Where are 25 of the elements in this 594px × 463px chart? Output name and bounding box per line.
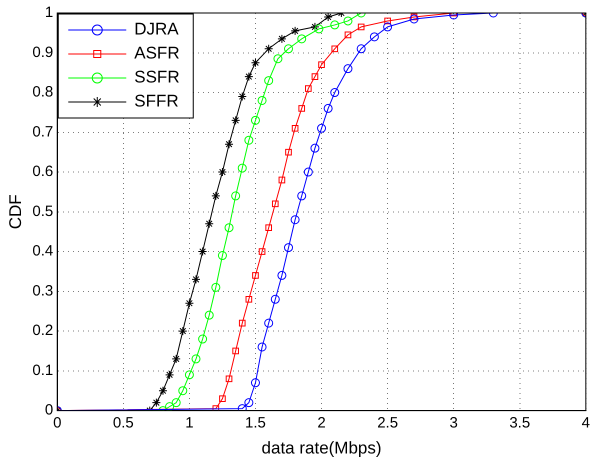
x-axis-title: data rate(Mbps) [262, 438, 382, 458]
legend-label: SFFR [134, 92, 179, 111]
legend-label: ASFR [134, 44, 180, 63]
y-tick-label: 0.4 [32, 242, 54, 260]
legend-label: DJRA [134, 20, 180, 39]
x-tick-label: 2.5 [377, 414, 398, 432]
y-tick-label: 0.9 [32, 44, 54, 61]
y-tick-label: 1 [44, 4, 54, 22]
y-tick-label: 0.1 [32, 362, 54, 379]
x-tick-label: 0.5 [112, 414, 134, 432]
x-tick-label: 4 [582, 414, 590, 432]
x-tick-label: 2 [317, 414, 326, 432]
x-tick-label: 3.5 [509, 414, 530, 432]
x-tick-label: 1 [185, 414, 194, 432]
x-tick-label: 3 [450, 414, 458, 432]
y-tick-label: 0.2 [32, 322, 54, 340]
x-tick-label: 1.5 [245, 414, 266, 432]
legend-label: SSFR [134, 68, 180, 87]
y-axis-title: CDF [6, 194, 25, 230]
y-tick-label: 0.7 [32, 123, 54, 140]
y-tick-label: 0.6 [32, 163, 54, 180]
y-tick-label: 0.5 [32, 202, 54, 220]
y-tick-label: 0 [44, 402, 54, 419]
y-tick-label: 0.3 [32, 282, 54, 300]
y-tick-label: 0.8 [32, 84, 54, 101]
